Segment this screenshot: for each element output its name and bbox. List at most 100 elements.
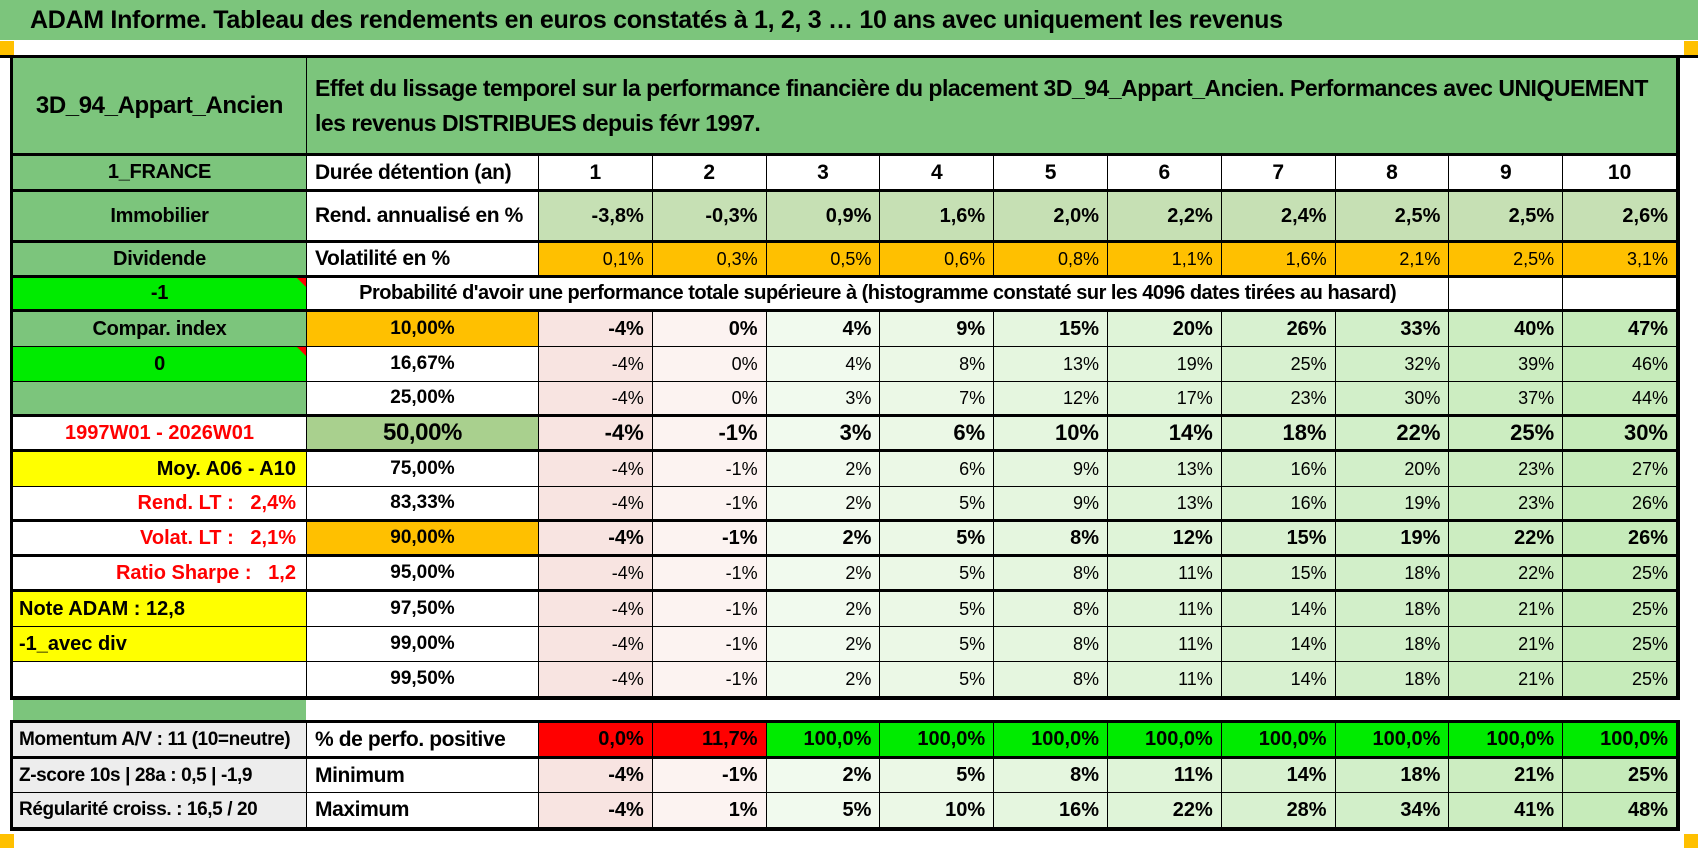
probability-value-cell[interactable]: 37% [1449,382,1564,417]
percentile-label-cell[interactable]: 95,00% [307,557,539,592]
summary-value-cell[interactable]: 100,0% [766,723,881,759]
summary-value-cell[interactable]: 0,0% [539,723,653,759]
probability-value-cell[interactable]: -1% [652,522,767,557]
probability-value-cell[interactable]: 15% [1221,557,1336,592]
probability-value-cell[interactable]: 14% [1221,627,1336,662]
return-value-cell[interactable]: 2,2% [1108,192,1222,243]
summary-value-cell[interactable]: 34% [1335,793,1450,828]
summary-metric-label-cell[interactable]: Minimum [307,759,539,793]
probability-value-cell[interactable]: 23% [1221,382,1336,417]
probability-value-cell[interactable]: 44% [1563,382,1677,417]
summary-value-cell[interactable]: 8% [994,759,1108,793]
volatility-value-cell[interactable]: 0,1% [539,243,653,278]
summary-value-cell[interactable]: 100,0% [1449,723,1564,759]
row-label-cell[interactable] [13,382,307,417]
probability-value-cell[interactable]: -1% [652,592,767,627]
probability-value-cell[interactable]: 40% [1449,312,1564,347]
probability-value-cell[interactable]: -4% [539,382,653,417]
probability-value-cell[interactable]: 2% [766,522,881,557]
probability-value-cell[interactable]: -4% [539,627,653,662]
empty-cell[interactable] [1449,278,1564,312]
probability-value-cell[interactable]: 4% [766,312,881,347]
probability-value-cell[interactable]: 20% [1108,312,1222,347]
probability-value-cell[interactable]: 46% [1563,347,1677,382]
probability-value-cell[interactable]: 23% [1449,487,1564,522]
summary-value-cell[interactable]: -1% [652,759,767,793]
return-value-cell[interactable]: 2,6% [1563,192,1677,243]
probability-value-cell[interactable]: 14% [1221,592,1336,627]
probability-value-cell[interactable]: 18% [1221,417,1336,452]
probability-value-cell[interactable]: 21% [1449,592,1564,627]
return-value-cell[interactable]: 2,5% [1335,192,1450,243]
probability-value-cell[interactable]: 13% [1108,452,1222,487]
probability-value-cell[interactable]: 18% [1335,592,1450,627]
percentile-label-cell[interactable]: 99,00% [307,627,539,662]
probability-value-cell[interactable]: 21% [1449,627,1564,662]
row-label-cell[interactable]: 0 [13,347,307,382]
column-header-cell[interactable]: 5 [994,156,1108,192]
probability-value-cell[interactable]: 2% [766,487,881,522]
probability-value-cell[interactable]: 18% [1335,662,1450,697]
summary-value-cell[interactable]: 5% [880,759,995,793]
summary-value-cell[interactable]: 11% [1108,759,1222,793]
column-header-cell[interactable]: 9 [1449,156,1564,192]
probability-value-cell[interactable]: 21% [1449,662,1564,697]
summary-row-label-cell[interactable]: Régularité croiss. : 16,5 / 20 [13,793,307,828]
probability-value-cell[interactable]: 5% [880,592,995,627]
probability-value-cell[interactable]: 16% [1221,487,1336,522]
probability-value-cell[interactable]: 2% [766,662,881,697]
row-label-cell[interactable]: Immobilier [13,192,307,243]
return-value-cell[interactable]: 0,9% [766,192,881,243]
probability-value-cell[interactable]: 26% [1563,522,1677,557]
probability-value-cell[interactable]: -4% [539,662,653,697]
probability-value-cell[interactable]: 25% [1449,417,1564,452]
probability-value-cell[interactable]: -1% [652,487,767,522]
summary-value-cell[interactable]: 5% [766,793,881,828]
probability-value-cell[interactable]: 2% [766,627,881,662]
probability-value-cell[interactable]: 13% [1108,487,1222,522]
volatility-value-cell[interactable]: 0,5% [766,243,881,278]
row-label-cell[interactable]: 1997W01 - 2026W01 [13,417,307,452]
volatility-value-cell[interactable]: 3,1% [1563,243,1677,278]
probability-value-cell[interactable]: 15% [994,312,1108,347]
probability-value-cell[interactable]: 27% [1563,452,1677,487]
percentile-label-cell[interactable]: 10,00% [307,312,539,347]
probability-value-cell[interactable]: 8% [880,347,995,382]
probability-value-cell[interactable]: 5% [880,522,995,557]
return-value-cell[interactable]: 2,4% [1221,192,1336,243]
volatility-value-cell[interactable]: 0,6% [880,243,995,278]
percentile-label-cell[interactable]: 16,67% [307,347,539,382]
probability-value-cell[interactable]: 30% [1563,417,1677,452]
percentile-label-cell[interactable]: 50,00% [307,417,539,452]
summary-value-cell[interactable]: 100,0% [1108,723,1222,759]
probability-value-cell[interactable]: 11% [1108,557,1222,592]
probability-value-cell[interactable]: -1% [652,452,767,487]
probability-value-cell[interactable]: 3% [766,417,881,452]
column-header-cell[interactable]: 4 [880,156,995,192]
return-value-cell[interactable]: -3,8% [539,192,653,243]
probability-value-cell[interactable]: 17% [1108,382,1222,417]
summary-row-label-cell[interactable]: Z-score 10s | 28a : 0,5 | -1,9 [13,759,307,793]
probability-value-cell[interactable]: 4% [766,347,881,382]
probability-value-cell[interactable]: 11% [1108,592,1222,627]
summary-value-cell[interactable]: 28% [1221,793,1336,828]
volatility-value-cell[interactable]: 0,3% [652,243,767,278]
summary-value-cell[interactable]: 41% [1449,793,1564,828]
row-label-cell[interactable]: Volat. LT : 2,1% [13,522,307,557]
probability-value-cell[interactable]: 18% [1335,627,1450,662]
probability-value-cell[interactable]: -4% [539,522,653,557]
probability-value-cell[interactable]: 5% [880,557,995,592]
percentile-label-cell[interactable]: 83,33% [307,487,539,522]
probability-value-cell[interactable]: 11% [1108,627,1222,662]
probability-value-cell[interactable]: 13% [994,347,1108,382]
probability-value-cell[interactable]: 19% [1335,487,1450,522]
probability-value-cell[interactable]: -4% [539,312,653,347]
summary-value-cell[interactable]: 48% [1563,793,1677,828]
probability-value-cell[interactable]: 5% [880,662,995,697]
column-header-cell[interactable]: 8 [1335,156,1450,192]
summary-value-cell[interactable]: 1% [652,793,767,828]
summary-value-cell[interactable]: 25% [1563,759,1677,793]
column-header-cell[interactable]: 3 [766,156,881,192]
row-label-cell[interactable]: Rend. LT : 2,4% [13,487,307,522]
probability-value-cell[interactable]: 12% [994,382,1108,417]
